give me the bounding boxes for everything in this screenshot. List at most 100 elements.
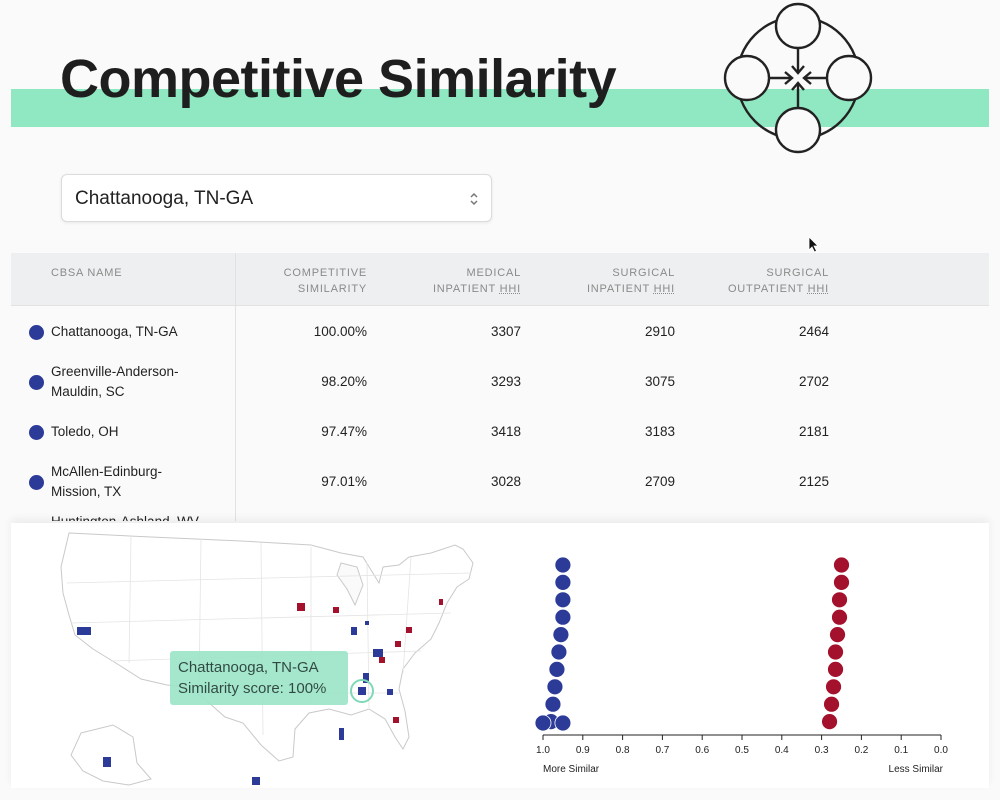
col-header-surgical-outpatient-hhi[interactable]: SURGICAL OUTPATIENT HHI — [727, 267, 829, 295]
x-axis-tick-label: 0.4 — [775, 745, 789, 756]
cbsa-name-cell: McAllen-Edinburg- Mission, TX — [51, 464, 163, 499]
great-lakes — [336, 562, 364, 607]
data-point — [550, 643, 568, 661]
series-dot — [29, 425, 44, 440]
series-dot — [29, 375, 44, 390]
cbsa-name-cell: Huntington-Ashland, WV- — [51, 512, 203, 521]
x-axis-tick-label: 1.0 — [536, 745, 550, 756]
table-row[interactable]: Greenville-Anderson- Mauldin, SC 98.20% … — [11, 357, 989, 407]
x-axis-tick-label: 0.1 — [894, 745, 908, 756]
data-point — [554, 556, 572, 574]
series-dot — [29, 475, 44, 490]
map-region-dissimilar — [379, 657, 385, 663]
map-region-dissimilar — [395, 641, 401, 647]
map-region-dissimilar — [406, 627, 412, 633]
map-region-dissimilar — [333, 607, 339, 613]
similarity-cell: 100.00% — [313, 324, 367, 339]
col-header-medical-inpatient-hhi[interactable]: MEDICAL INPATIENT HHI — [432, 267, 521, 295]
less-similar-label: Less Similar — [889, 764, 944, 775]
map-region-similar — [103, 757, 111, 767]
x-axis-tick-label: 0.5 — [735, 745, 749, 756]
surgical-inpatient-hhi-cell: 3183 — [644, 424, 675, 439]
tooltip-region-name: Chattanooga, TN-GA — [178, 659, 319, 676]
surgical-inpatient-hhi-cell: 2709 — [644, 474, 675, 489]
map-region-similar — [387, 689, 393, 695]
mouse-cursor-icon — [808, 236, 819, 253]
table-row[interactable]: Huntington-Ashland, WV- — [11, 507, 989, 521]
data-point — [823, 695, 840, 713]
converging-circles-icon — [723, 2, 873, 154]
surgical-outpatient-hhi-cell: 2125 — [798, 474, 829, 489]
surgical-outpatient-hhi-cell: 2181 — [798, 424, 829, 439]
col-header-cbsa-name[interactable]: CBSA NAME — [51, 267, 123, 279]
x-axis-tick-label: 0.2 — [854, 745, 868, 756]
data-point — [554, 591, 572, 609]
cbsa-name-cell: Chattanooga, TN-GA — [51, 324, 178, 339]
data-point — [554, 608, 572, 626]
data-point — [548, 660, 566, 678]
data-point — [821, 713, 838, 731]
table-header: CBSA NAME COMPETITIVE SIMILARITY MEDICAL… — [11, 253, 989, 306]
selected-region — [358, 687, 366, 695]
medical-inpatient-hhi-cell: 3293 — [490, 374, 521, 389]
map-region-dissimilar — [297, 603, 305, 611]
us-map — [60, 532, 474, 786]
table-row[interactable]: McAllen-Edinburg- Mission, TX 97.01% 302… — [11, 457, 989, 507]
data-point — [534, 714, 552, 732]
map-region-similar — [373, 649, 383, 657]
data-point — [554, 714, 572, 732]
more-similar-label: More Similar — [543, 764, 600, 775]
data-point — [833, 556, 850, 574]
data-point — [546, 678, 564, 696]
map-region-similar — [365, 621, 369, 625]
surgical-outpatient-hhi-cell: 2464 — [798, 324, 829, 339]
similarity-cell: 98.20% — [321, 374, 367, 389]
data-point — [827, 643, 844, 661]
x-axis-tick-label: 0.3 — [815, 745, 829, 756]
page-title: Competitive Similarity — [60, 49, 617, 109]
cbsa-name-cell: Greenville-Anderson- Mauldin, SC — [51, 364, 179, 399]
map-tooltip: Chattanooga, TN-GA Similarity score: 100… — [170, 651, 348, 705]
selected-region-marker — [350, 679, 374, 703]
surgical-outpatient-hhi-cell: 2702 — [798, 374, 829, 389]
data-point — [825, 678, 842, 696]
data-point — [829, 626, 846, 643]
map-region-similar — [363, 673, 369, 683]
medical-inpatient-hhi-cell: 3028 — [490, 474, 521, 489]
region-select-value: Chattanooga, TN-GA — [75, 188, 254, 209]
table-row[interactable]: Toledo, OH 97.47% 3418 3183 2181 — [11, 407, 989, 457]
table-row[interactable]: Chattanooga, TN-GA 100.00% 3307 2910 246… — [11, 307, 989, 357]
x-axis-tick-label: 0.7 — [655, 745, 669, 756]
data-point — [831, 608, 848, 626]
x-axis-tick-label: 0.6 — [695, 745, 709, 756]
similarity-cell: 97.01% — [321, 474, 367, 489]
data-point — [544, 695, 562, 713]
region-select[interactable]: Chattanooga, TN-GA — [61, 174, 492, 222]
table-divider — [235, 253, 236, 521]
surgical-inpatient-hhi-cell: 2910 — [644, 324, 675, 339]
similarity-table: CBSA NAME COMPETITIVE SIMILARITY MEDICAL… — [11, 253, 989, 521]
similarity-dot-plot: 1.0 0.9 0.8 0.7 0.6 0.5 0.4 0.3 0.2 0.1 0.0 More Si… — [534, 556, 948, 775]
contiguous-us-outline — [60, 532, 474, 762]
col-header-surgical-inpatient-hhi[interactable]: SURGICAL INPATIENT HHI — [586, 267, 675, 295]
similarity-cell: 97.47% — [321, 424, 367, 439]
map-region-similar — [77, 627, 91, 635]
data-point — [827, 660, 844, 678]
x-axis-tick-label: 0.9 — [576, 745, 590, 756]
tooltip-similarity-score: Similarity score: 100% — [178, 680, 327, 697]
data-point — [554, 574, 572, 591]
surgical-inpatient-hhi-cell: 3075 — [644, 374, 675, 389]
col-header-competitive-similarity[interactable]: COMPETITIVE SIMILARITY — [283, 267, 367, 295]
map-region-similar — [339, 728, 344, 740]
map-region-similar — [252, 777, 260, 785]
data-point — [833, 574, 850, 591]
chevron-up-down-icon — [470, 192, 478, 206]
visualization-panel: Chattanooga, TN-GA Similarity score: 100… — [11, 523, 989, 788]
medical-inpatient-hhi-cell: 3307 — [490, 324, 521, 339]
map-region-dissimilar — [393, 717, 399, 723]
data-point — [552, 626, 570, 643]
alaska-outline — [70, 724, 152, 786]
x-axis-tick-label: 0.0 — [934, 745, 948, 756]
medical-inpatient-hhi-cell: 3418 — [490, 424, 521, 439]
